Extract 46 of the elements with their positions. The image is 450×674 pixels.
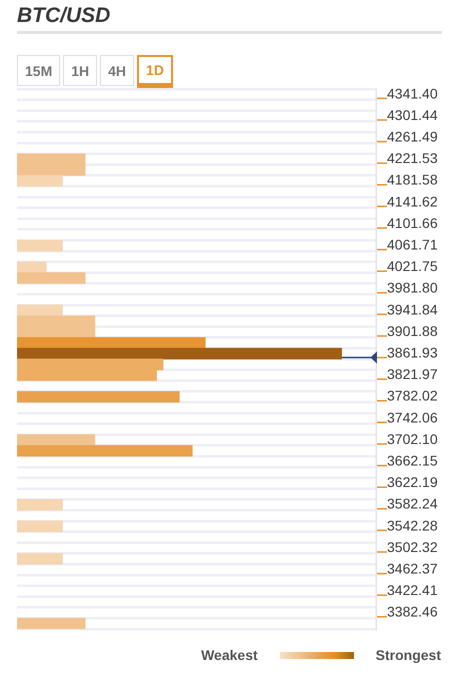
y-tick-label: 3582.24 [387,496,438,512]
y-tick-label: 3821.97 [387,366,438,382]
bar [17,240,63,252]
y-tick-label: 3462.37 [387,560,438,576]
y-tick-label: 3861.93 [387,344,438,360]
bar [17,337,206,349]
bar [17,553,63,565]
bar [17,618,86,629]
y-tick-label: 4141.62 [387,193,438,210]
tab-button[interactable]: 15M [17,55,60,86]
text: Strongest [376,647,441,663]
bar [17,520,63,532]
y-tick-label: 3901.88 [387,322,438,339]
y-tick-label: 3981.80 [387,280,438,296]
bar [17,272,86,284]
y-tick-label: 3662.15 [387,452,438,468]
y-tick-label: 4221.53 [387,150,438,166]
bar [17,348,342,360]
y-tick-label: 4021.75 [387,258,438,274]
tab-button[interactable]: 1H [63,55,98,86]
y-tick-label: 4101.66 [387,214,438,231]
tab-button[interactable]: 1D [137,55,173,88]
y-tick-label: 3382.46 [387,604,438,620]
y-tick-label: 4341.40 [387,85,438,102]
chart-title: BTC/USD [17,3,110,29]
bar [17,499,63,511]
y-tick-label: 4181.58 [387,172,438,188]
bar [17,175,63,187]
y-tick-label: 3742.06 [387,409,438,426]
bar [17,445,193,457]
bar [17,434,96,446]
y-tick-label: 3542.28 [387,517,438,534]
bar [17,391,180,403]
bar [17,261,47,273]
y-tick-label: 4301.44 [387,106,438,123]
text: Weakest [201,647,258,663]
y-tick-label: 3502.32 [387,538,438,555]
y-tick-label: 4061.71 [387,236,438,252]
tab-button[interactable]: 4H [100,55,134,86]
y-tick-label: 3622.19 [387,474,438,490]
y-tick-label: 3782.02 [387,388,438,404]
y-tick-label: 3941.84 [387,301,438,318]
y-tick-label: 3422.41 [387,582,438,598]
bar [17,304,63,316]
y-tick-label: 3702.10 [387,430,438,447]
y-tick-label: 4261.49 [387,128,438,144]
